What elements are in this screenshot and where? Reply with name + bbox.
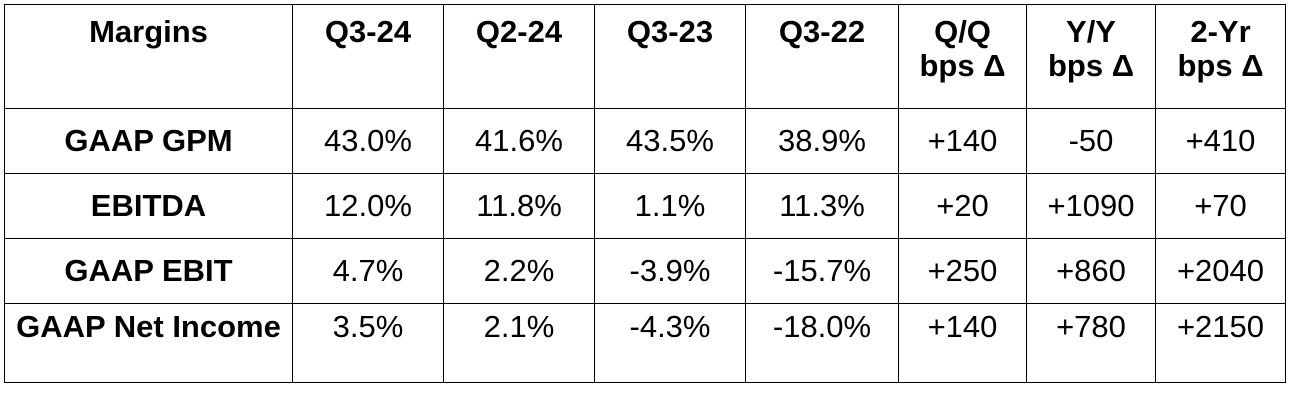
header-row: Margins Q3-24 Q2-24 Q3-23 Q3-22 Q/Q bps … xyxy=(4,4,1286,109)
table-row: EBITDA 12.0% 11.8% 1.1% 11.3% +20 +1090 … xyxy=(4,173,1286,239)
table-cell: +20 xyxy=(898,173,1027,239)
column-header: Q3-23 xyxy=(594,4,746,109)
table-cell: 3.5% xyxy=(292,303,444,383)
column-header: Q/Q bps Δ xyxy=(898,4,1027,109)
table-cell: -3.9% xyxy=(594,238,746,304)
table-cell: 2.2% xyxy=(443,238,595,304)
table-row: GAAP EBIT 4.7% 2.2% -3.9% -15.7% +250 +8… xyxy=(4,238,1286,304)
column-header: 2-Yr bps Δ xyxy=(1155,4,1286,109)
column-header: Q3-22 xyxy=(745,4,899,109)
table-cell: +1090 xyxy=(1026,173,1156,239)
table-cell: -18.0% xyxy=(745,303,899,383)
table-cell: 12.0% xyxy=(292,173,444,239)
table-row: GAAP GPM 43.0% 41.6% 43.5% 38.9% +140 -5… xyxy=(4,108,1286,174)
table-cell: -4.3% xyxy=(594,303,746,383)
table-cell: +140 xyxy=(898,108,1027,174)
table-cell: +780 xyxy=(1026,303,1156,383)
table-row: GAAP Net Income 3.5% 2.1% -4.3% -18.0% +… xyxy=(4,303,1286,383)
table-cell: 2.1% xyxy=(443,303,595,383)
table-cell: 4.7% xyxy=(292,238,444,304)
table-cell: 43.0% xyxy=(292,108,444,174)
column-header: Q3-24 xyxy=(292,4,444,109)
row-label: EBITDA xyxy=(4,173,293,239)
table-cell: 11.8% xyxy=(443,173,595,239)
table-cell: -50 xyxy=(1026,108,1156,174)
table-cell: 43.5% xyxy=(594,108,746,174)
table-cell: +410 xyxy=(1155,108,1286,174)
table-cell: +2040 xyxy=(1155,238,1286,304)
table-cell: 41.6% xyxy=(443,108,595,174)
table-cell: 1.1% xyxy=(594,173,746,239)
row-label: GAAP Net Income xyxy=(4,303,293,383)
table-cell: -15.7% xyxy=(745,238,899,304)
column-header: Q2-24 xyxy=(443,4,595,109)
margins-table: Margins Q3-24 Q2-24 Q3-23 Q3-22 Q/Q bps … xyxy=(4,4,1286,383)
table-cell: +70 xyxy=(1155,173,1286,239)
table-cell: +860 xyxy=(1026,238,1156,304)
row-label: GAAP EBIT xyxy=(4,238,293,304)
table-cell: +2150 xyxy=(1155,303,1286,383)
row-label: GAAP GPM xyxy=(4,108,293,174)
table-cell: +140 xyxy=(898,303,1027,383)
table-cell: 38.9% xyxy=(745,108,899,174)
column-header: Y/Y bps Δ xyxy=(1026,4,1156,109)
table-cell: +250 xyxy=(898,238,1027,304)
column-header: Margins xyxy=(4,4,293,109)
table-cell: 11.3% xyxy=(745,173,899,239)
